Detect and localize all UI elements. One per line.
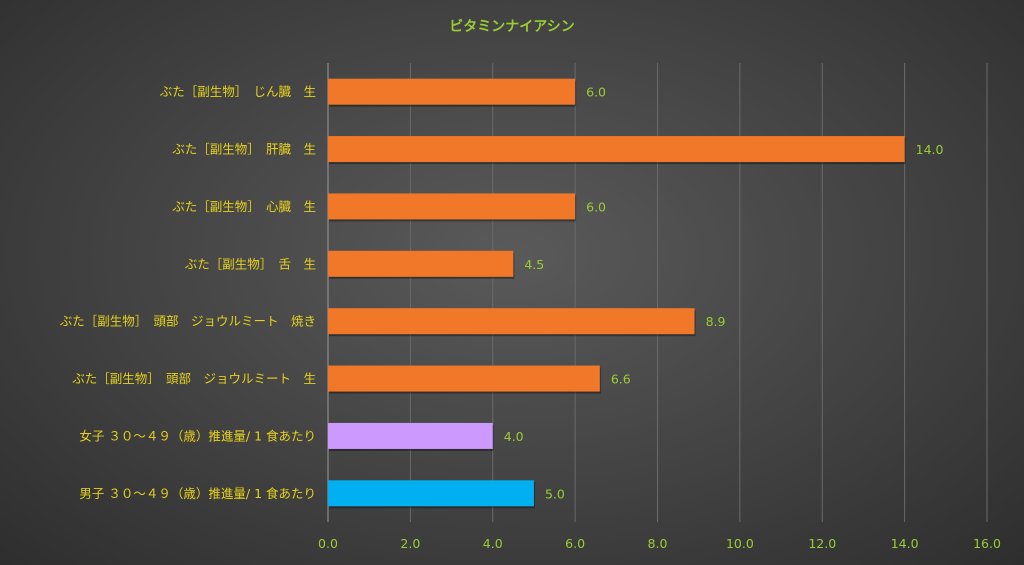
category-label: ぶた［副生物］ 肝臓 生 [172,142,316,157]
bar [328,78,576,105]
chart-title: ビタミンナイアシン [449,19,574,35]
bar [328,193,576,220]
category-label: 女子 ３０～４９（歳）推進量/ 1 食あたり [79,428,316,443]
x-tick-label: 6.0 [565,536,585,551]
bar [328,308,695,335]
x-tick-label: 10.0 [726,536,754,551]
grid-lines [327,63,988,522]
x-tick-label: 14.0 [891,536,919,551]
bar [328,480,534,507]
bar [328,365,600,392]
bar [328,136,905,163]
x-tick-label: 8.0 [648,536,668,551]
category-label: ぶた［副生物］ じん臓 生 [160,84,316,99]
data-label: 4.0 [504,429,524,444]
category-labels: ぶた［副生物］ じん臓 生ぶた［副生物］ 肝臓 生ぶた［副生物］ 心臓 生ぶた［… [60,84,316,501]
category-label: ぶた［副生物］ 心臓 生 [172,199,316,214]
category-label: ぶた［副生物］ 頭部 ジョウルミート 焼き [60,314,316,329]
x-tick-label: 4.0 [483,536,503,551]
bar [328,250,514,277]
x-tick-label: 16.0 [973,536,1001,551]
category-label: ぶた［副生物］ 舌 生 [185,256,316,271]
data-label: 6.0 [586,199,606,214]
x-tick-label: 12.0 [808,536,836,551]
x-tick-label: 2.0 [400,536,420,551]
bar [328,422,493,449]
category-label: 男子 ３０～４９（歳）推進量/ 1 食あたり [79,486,316,501]
data-label: 5.0 [545,486,565,501]
data-label: 8.9 [706,314,726,329]
data-label: 6.6 [611,372,631,387]
data-labels: 6.0 14.0 6.0 4.5 8.9 6.6 4.0 5.0 [504,85,944,502]
x-tick-label: 0.0 [318,536,338,551]
x-axis-tick-labels: 0.0 2.0 4.0 6.0 8.0 10.0 12.0 14.0 16.0 [318,536,1001,551]
bars [328,78,906,509]
data-label: 14.0 [916,142,944,157]
category-label: ぶた［副生物］ 頭部 ジョウルミート 生 [72,371,316,386]
data-label: 6.0 [586,85,606,100]
data-label: 4.5 [524,257,544,272]
